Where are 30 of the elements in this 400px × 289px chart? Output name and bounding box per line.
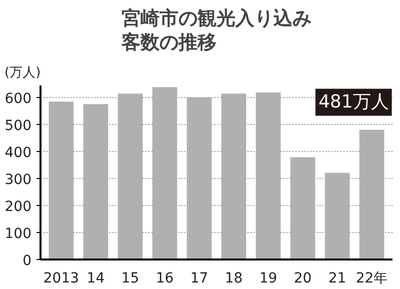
bar	[83, 104, 108, 260]
x-tick-label: 14	[86, 270, 105, 286]
bar	[48, 102, 74, 260]
chart-title: 宮崎市の観光入り込み客数の推移	[120, 7, 312, 54]
bar	[359, 130, 384, 260]
x-tick-label: 19	[259, 270, 278, 286]
x-tick-label: 21	[328, 270, 346, 286]
y-tick-label: 100	[4, 226, 32, 242]
bar	[221, 94, 246, 260]
y-tick-label: 500	[4, 118, 32, 134]
bar	[118, 94, 143, 260]
x-tick-label: 22年	[356, 270, 388, 286]
x-tick-label: 17	[190, 270, 208, 286]
x-tick-label: 16	[156, 270, 174, 286]
y-axis-title: (万人)	[4, 66, 41, 80]
bar	[152, 87, 178, 260]
bar	[324, 172, 350, 260]
y-tick-label: 200	[4, 199, 32, 216]
x-tick-label: 20	[294, 270, 312, 286]
x-tick-label: 15	[121, 270, 140, 286]
x-tick-label: 18	[224, 270, 243, 286]
y-tick-label: 0	[22, 253, 32, 269]
annotation: 481万人	[318, 92, 389, 113]
y-tick-label: 400	[4, 145, 32, 162]
bar	[290, 157, 316, 260]
y-tick-label: 600	[4, 91, 32, 108]
bar	[186, 97, 212, 260]
bar	[256, 92, 281, 260]
x-tick-label: 2013	[43, 270, 80, 286]
y-tick-label: 300	[4, 172, 32, 188]
